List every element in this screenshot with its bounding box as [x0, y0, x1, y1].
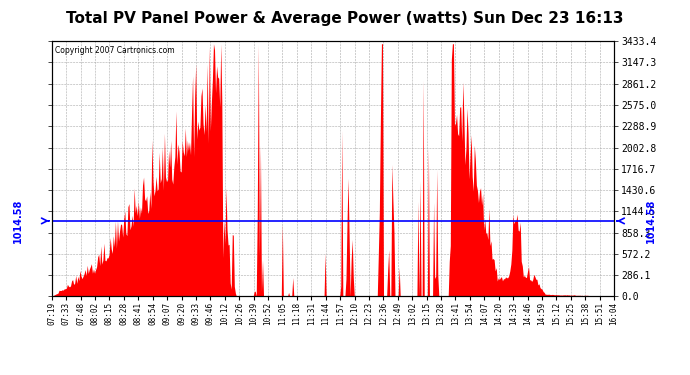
Text: Total PV Panel Power & Average Power (watts) Sun Dec 23 16:13: Total PV Panel Power & Average Power (wa…	[66, 11, 624, 26]
Text: 1014.58: 1014.58	[13, 199, 23, 243]
Text: 1014.58: 1014.58	[646, 199, 656, 243]
Text: Copyright 2007 Cartronics.com: Copyright 2007 Cartronics.com	[55, 46, 174, 56]
